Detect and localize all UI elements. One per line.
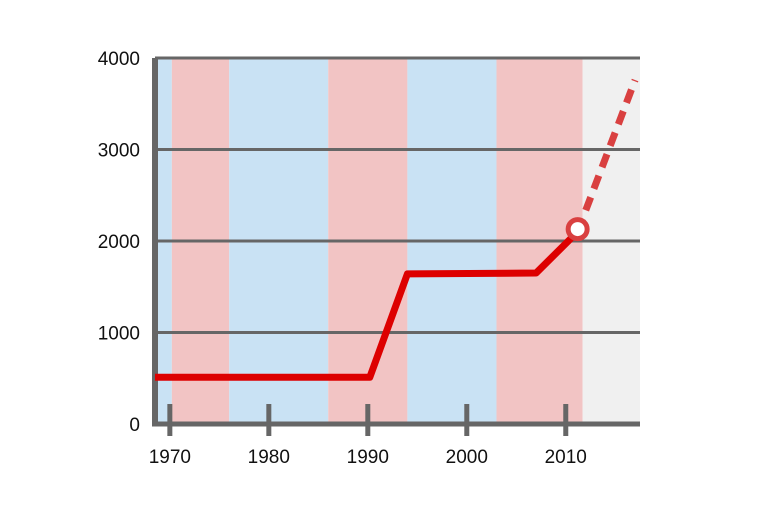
y-tick-label-3000: 3000 <box>98 141 140 162</box>
axes <box>152 58 640 436</box>
y-tick-label-1000: 1000 <box>98 324 140 345</box>
x-tick-label-2000: 2000 <box>446 447 488 468</box>
y-tick-label-0: 0 <box>129 415 140 436</box>
y-tick-label-4000: 4000 <box>98 49 140 70</box>
grid-lines <box>155 56 640 334</box>
x-tick-label-1970: 1970 <box>149 447 191 468</box>
y-tick-label-2000: 2000 <box>98 232 140 253</box>
x-tick-label-2010: 2010 <box>545 447 587 468</box>
highlight-marker <box>565 217 590 242</box>
x-tick-label-1990: 1990 <box>347 447 389 468</box>
highlight-point <box>565 217 590 242</box>
series-line-dashed <box>574 78 639 234</box>
x-tick-label-1980: 1980 <box>248 447 290 468</box>
series-lines <box>155 78 639 381</box>
series-line-solid <box>155 229 581 381</box>
tick-labels: 1970 1980 1990 2000 2010 0 1000 2000 3000 4000 <box>98 49 587 468</box>
